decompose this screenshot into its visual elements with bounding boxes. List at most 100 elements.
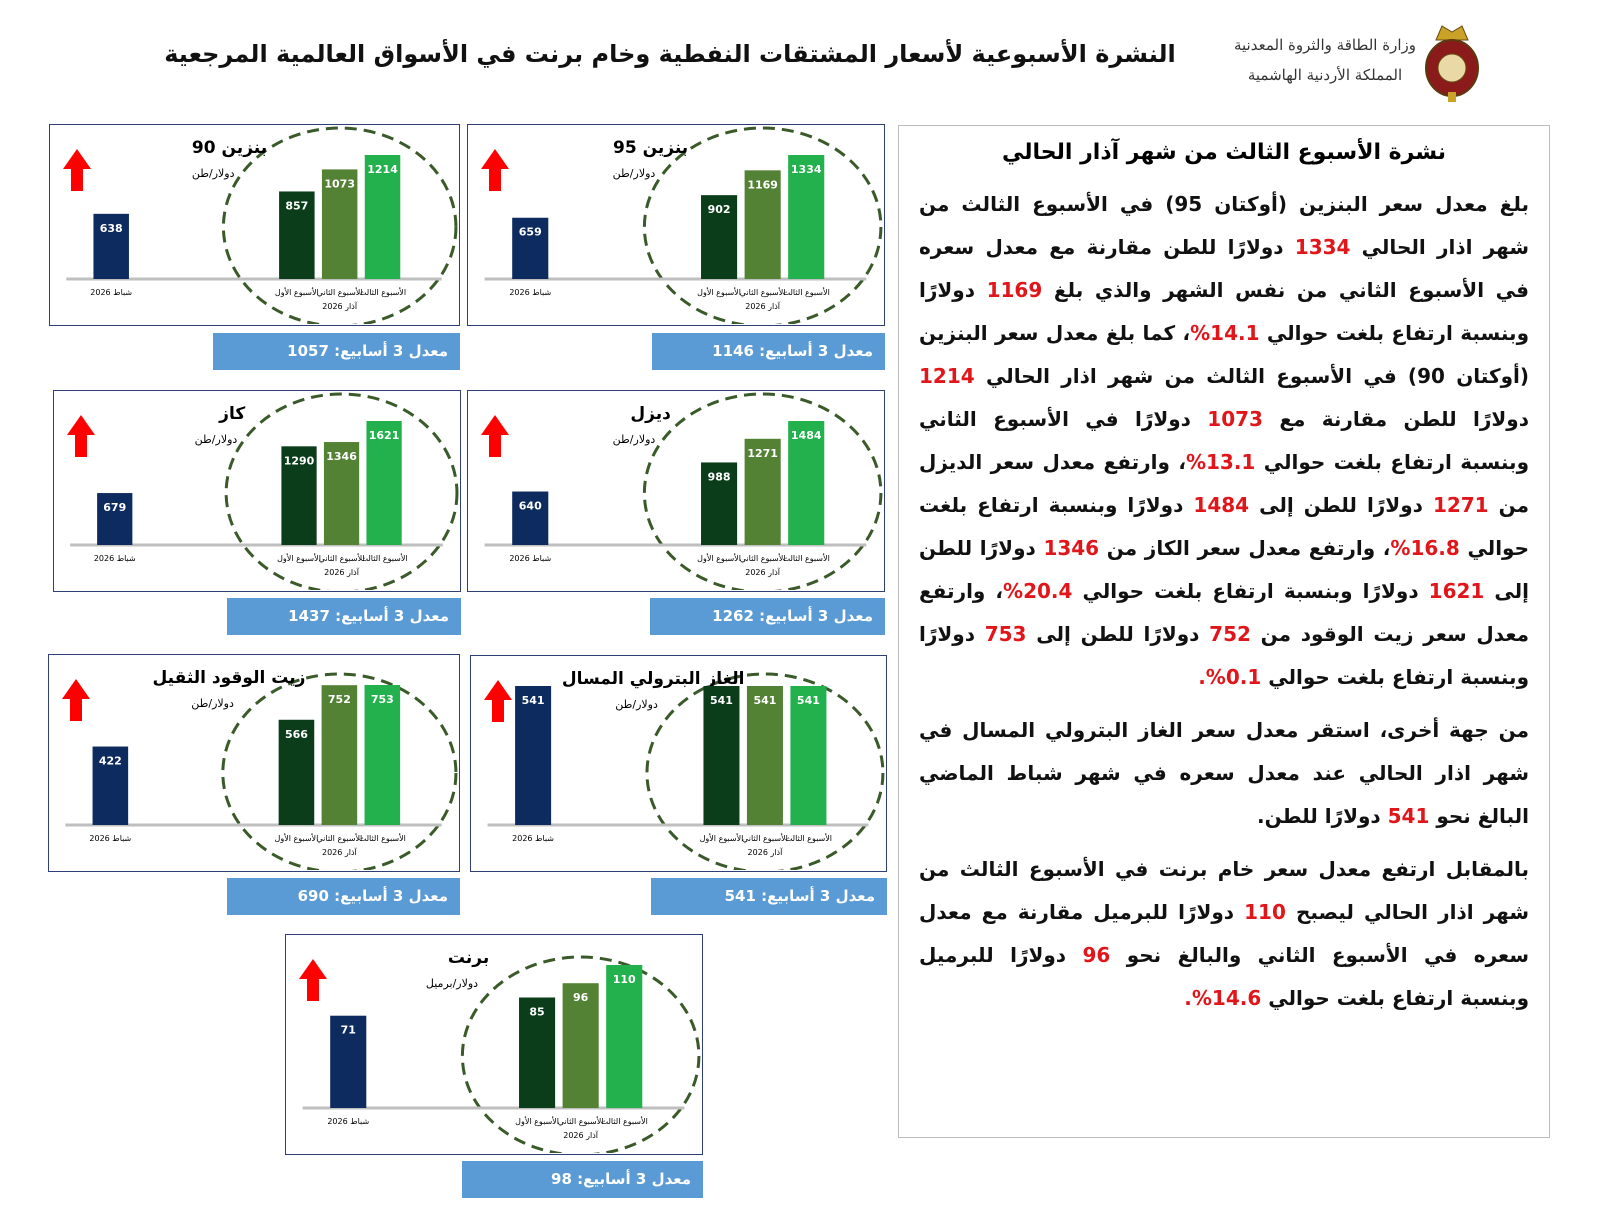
average-value: 1057 bbox=[287, 342, 329, 360]
bar-value-label: 1214 bbox=[367, 163, 398, 176]
bar-value-label: 1271 bbox=[747, 447, 778, 460]
bar-value-label: 752 bbox=[328, 693, 351, 706]
text-run: دولارًا في الأسبوع الثاني وبنسبة ارتفاع … bbox=[919, 407, 1529, 474]
text-run: ، كما بلغ معدل سعر البنزين (أوكتان 90) ف… bbox=[919, 321, 1530, 388]
highlighted-number: 753 bbox=[984, 622, 1027, 646]
text-run: بلغ معدل سعر البنزين (أوكتان 95) في الأس… bbox=[919, 192, 1529, 259]
chart-title: بنزين 90 bbox=[192, 138, 267, 158]
bar bbox=[562, 983, 599, 1108]
highlighted-number: 1271 bbox=[1432, 493, 1489, 517]
highlighted-number: 1346 bbox=[1043, 536, 1100, 560]
average-value: 1146 bbox=[712, 342, 754, 360]
text-run: دولارًا للطن إلى bbox=[919, 536, 1529, 603]
text-run: من جهة أخرى، استقر معدل سعر الغاز البترو… bbox=[919, 718, 1529, 828]
chart-title: بنزين 95 bbox=[613, 138, 688, 158]
chart-panel: ديزل دولار/طن 640 شباط 2026 988 الأسبوع الأول… bbox=[467, 390, 885, 594]
category-label: شباط 2026 bbox=[94, 554, 136, 563]
bar-value-label: 541 bbox=[522, 694, 545, 707]
average-value: 1437 bbox=[288, 607, 330, 625]
bar bbox=[701, 195, 738, 279]
average-label: معدل 3 أسابيع: bbox=[334, 342, 448, 360]
bar-chart: بنزين 95 دولار/طن 659 شباط 2026 902 الأسبوع ا… bbox=[481, 126, 883, 328]
highlighted-number: 13.1% bbox=[1185, 450, 1256, 474]
paragraph: بالمقابل ارتفع معدل سعر خام برنت في الأس… bbox=[919, 848, 1529, 1020]
text-run: دولارًا وبنسبة ارتفاع بلغت حوالي bbox=[1072, 579, 1429, 603]
bar bbox=[744, 438, 781, 545]
highlighted-number: 1621 bbox=[1428, 579, 1485, 603]
average-label: معدل 3 أسابيع: bbox=[577, 1170, 691, 1188]
chart-panel: برنت دولار/برميل 71 شباط 2026 85 الأسبوع الأو… bbox=[285, 934, 703, 1157]
bar-value-label: 1621 bbox=[369, 429, 400, 442]
category-label: الأسبوع الثاني bbox=[319, 553, 365, 563]
paragraph: بلغ معدل سعر البنزين (أوكتان 95) في الأس… bbox=[919, 183, 1529, 699]
text-run: دولارًا للطن. bbox=[1257, 804, 1388, 828]
category-label: الأسبوع الثاني bbox=[740, 287, 786, 297]
average-value: 541 bbox=[724, 887, 756, 905]
group-label: آذار 2026 bbox=[324, 567, 360, 577]
category-label: الأسبوع الثاني bbox=[740, 553, 786, 563]
bar bbox=[321, 685, 358, 825]
highlighted-number: 1484 bbox=[1193, 493, 1250, 517]
category-label: الأسبوع الأول bbox=[515, 1116, 559, 1126]
average-label: معدل 3 أسابيع: bbox=[335, 607, 449, 625]
average-label: معدل 3 أسابيع: bbox=[759, 342, 873, 360]
bar bbox=[364, 155, 401, 279]
highlighted-number: 0.1%. bbox=[1198, 665, 1262, 689]
highlighted-number: 20.4% bbox=[1003, 579, 1073, 603]
average-label: معدل 3 أسابيع: bbox=[334, 887, 448, 905]
bar-value-label: 640 bbox=[519, 500, 542, 513]
chart-title: الغاز البترولي المسال bbox=[562, 669, 745, 689]
bar-chart: بنزين 90 دولار/طن 638 شباط 2026 857 الأسبوع ا… bbox=[63, 126, 458, 328]
chart-unit: دولار/طن bbox=[192, 167, 235, 180]
bar-value-label: 638 bbox=[100, 222, 123, 235]
category-label: الأسبوع الأول bbox=[277, 553, 321, 563]
highlight-circle bbox=[221, 126, 458, 328]
bar-value-label: 753 bbox=[371, 693, 394, 706]
ministry-logo-text: وزارة الطاقة والثروة المعدنية المملكة ال… bbox=[1230, 30, 1420, 90]
average-box: معدل 3 أسابيع: 1146 bbox=[652, 333, 885, 370]
chart-panel: بنزين 95 دولار/طن 659 شباط 2026 902 الأسبوع ا… bbox=[467, 124, 885, 328]
bar bbox=[323, 442, 360, 545]
bar-value-label: 422 bbox=[99, 755, 122, 768]
bar-value-label: 857 bbox=[285, 199, 308, 212]
chart-title: ديزل bbox=[630, 404, 671, 424]
category-label: شباط 2026 bbox=[90, 288, 132, 297]
highlighted-number: 1169 bbox=[986, 278, 1043, 302]
group-label: آذار 2026 bbox=[322, 847, 358, 857]
chart-title: برنت bbox=[448, 948, 489, 968]
highlighted-number: 96 bbox=[1082, 943, 1111, 967]
paragraph: من جهة أخرى، استقر معدل سعر الغاز البترو… bbox=[919, 709, 1529, 838]
text-run: دولارًا للطن إلى bbox=[1026, 622, 1210, 646]
article-body: بلغ معدل سعر البنزين (أوكتان 95) في الأس… bbox=[919, 183, 1529, 1020]
kingdom-name: المملكة الأردنية الهاشمية bbox=[1247, 66, 1403, 84]
bar-value-label: 1334 bbox=[791, 163, 822, 176]
highlighted-number: 16.8% bbox=[1390, 536, 1460, 560]
bar-value-label: 1346 bbox=[326, 450, 357, 463]
article: نشرة الأسبوع الثالث من شهر آذار الحالي ب… bbox=[898, 125, 1550, 1138]
emblem bbox=[1425, 25, 1479, 102]
bar bbox=[790, 686, 827, 825]
highlight-circle bbox=[645, 672, 885, 874]
category-label: الأسبوع الثاني bbox=[317, 287, 363, 297]
bar bbox=[512, 217, 549, 279]
category-label: الأسبوع الثالث bbox=[783, 553, 830, 563]
chart-unit: دولار/طن bbox=[613, 167, 656, 180]
bar-value-label: 659 bbox=[519, 226, 542, 239]
category-label: الأسبوع الأول bbox=[697, 553, 741, 563]
average-box: معدل 3 أسابيع: 98 bbox=[462, 1161, 703, 1198]
bar-value-label: 1169 bbox=[747, 178, 778, 191]
group-label: آذار 2026 bbox=[563, 1130, 599, 1140]
bar-chart: برنت دولار/برميل 71 شباط 2026 85 الأسبوع الأو… bbox=[299, 948, 701, 1157]
category-label: الأسبوع الثاني bbox=[317, 833, 363, 843]
category-label: الأسبوع الثاني bbox=[742, 833, 788, 843]
category-label: الأسبوع الثالث bbox=[783, 287, 830, 297]
up-arrow bbox=[299, 959, 327, 1001]
bar-value-label: 541 bbox=[797, 694, 820, 707]
article-heading: نشرة الأسبوع الثالث من شهر آذار الحالي bbox=[1002, 140, 1446, 165]
bar-value-label: 541 bbox=[753, 694, 776, 707]
bar bbox=[512, 491, 549, 545]
average-box: معدل 3 أسابيع: 1057 bbox=[213, 333, 460, 370]
bar bbox=[788, 421, 825, 545]
text-run: دولارًا للطن مقارنة مع معدل سعره في الأس… bbox=[919, 235, 1530, 302]
bar bbox=[281, 446, 317, 545]
